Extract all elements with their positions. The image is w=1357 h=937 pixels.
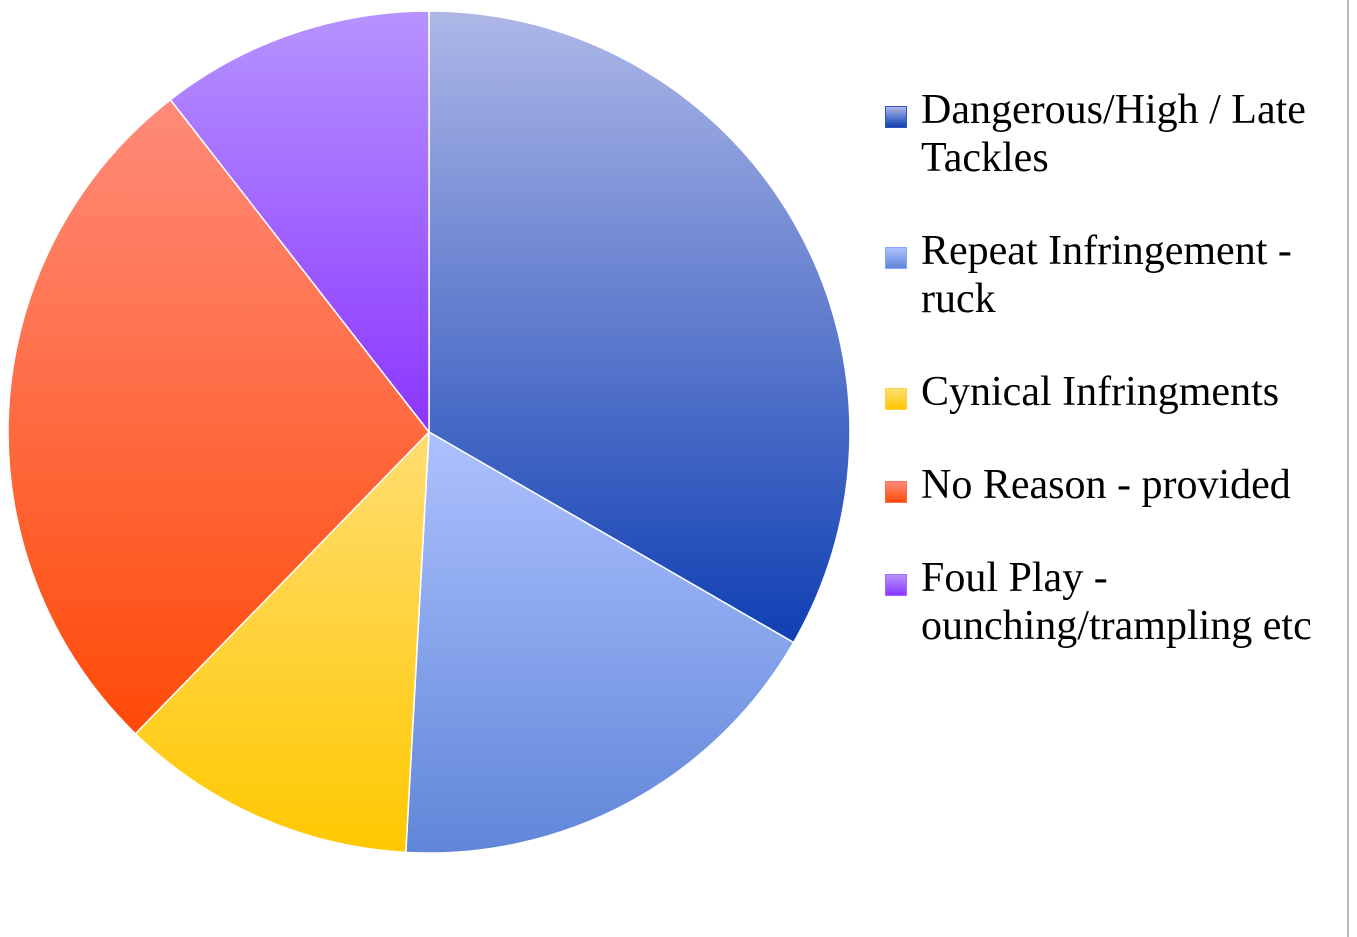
legend-item-dangerous-high-late-tackles: Dangerous/High / Late Tackles xyxy=(885,86,1347,182)
pie-slice-foul-play-ounching-trampling-etc xyxy=(169,10,430,435)
right-divider xyxy=(1347,0,1349,937)
legend-swatch-foul-play-ounching-trampling-etc xyxy=(885,574,907,596)
legend-label-cynical-infringments: Cynical Infringments xyxy=(921,369,1280,415)
pie-slice-cynical-infringments xyxy=(134,430,430,854)
legend-swatch-repeat-infringement-ruck xyxy=(885,247,907,269)
legend-item-repeat-infringement-ruck: Repeat Infringement -ruck xyxy=(885,227,1347,323)
pie-slices-group xyxy=(7,10,851,854)
legend-label-repeat-infringement-ruck: Repeat Infringement -ruck xyxy=(921,228,1292,322)
legend-label-dangerous-high-late-tackles: Dangerous/High / Late Tackles xyxy=(921,87,1306,181)
pie-slice-dangerous-high-late-tackles xyxy=(428,10,851,644)
legend-swatch-no-reason-provided xyxy=(885,481,907,503)
legend: Dangerous/High / Late Tackles Repeat Inf… xyxy=(885,86,1347,695)
legend-item-foul-play-ounching-trampling-etc: Foul Play - ounching/trampling etc xyxy=(885,554,1347,650)
pie-slice-no-reason-provided xyxy=(7,98,430,735)
legend-item-cynical-infringments: Cynical Infringments xyxy=(885,368,1347,416)
legend-label-foul-play-ounching-trampling-etc: Foul Play - ounching/trampling etc xyxy=(921,555,1312,649)
legend-swatch-dangerous-high-late-tackles xyxy=(885,106,907,128)
legend-item-no-reason-provided: No Reason - provided xyxy=(885,461,1347,509)
legend-swatch-cynical-infringments xyxy=(885,388,907,410)
legend-label-no-reason-provided: No Reason - provided xyxy=(921,462,1291,508)
pie-slice-repeat-infringement-ruck xyxy=(405,430,795,854)
